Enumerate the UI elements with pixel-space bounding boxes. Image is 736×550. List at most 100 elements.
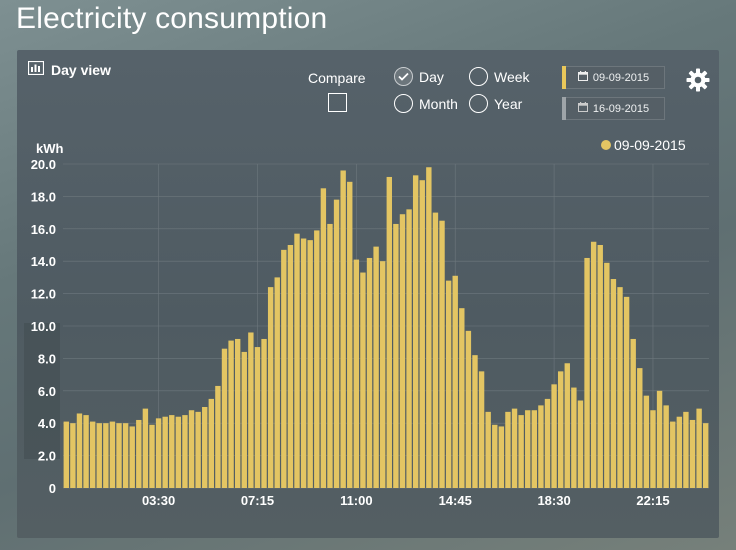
radio-circle[interactable]	[469, 94, 488, 113]
bar	[590, 241, 597, 488]
bar	[373, 246, 379, 488]
bar	[670, 421, 676, 488]
bar	[294, 233, 300, 488]
bar	[478, 371, 485, 488]
view-title: Day view	[51, 61, 111, 78]
bar	[169, 415, 175, 488]
x-axis-ticks: 03:30 07:15 11:00 14:45 18:30 22:15	[142, 493, 670, 508]
bar	[544, 398, 551, 488]
bar	[142, 408, 149, 488]
bar	[604, 262, 610, 488]
bar	[320, 188, 327, 489]
y-axis-shade	[24, 323, 60, 459]
bar	[182, 415, 188, 488]
y-tick-label: 6.0	[38, 384, 56, 399]
bar	[234, 338, 241, 488]
radio-year-label: Year	[494, 95, 523, 112]
check-icon	[398, 72, 409, 81]
radio-year[interactable]: Year	[469, 94, 522, 113]
bar	[274, 277, 280, 488]
y-tick-label: 8.0	[38, 351, 56, 366]
compare-checkbox[interactable]	[328, 93, 347, 112]
bar	[551, 384, 557, 488]
y-tick-label: 12.0	[31, 287, 56, 302]
bar	[109, 421, 116, 488]
y-tick-label: 0	[49, 481, 56, 496]
bar	[129, 426, 135, 488]
bar	[538, 405, 544, 488]
y-tick-label: 16.0	[31, 222, 56, 237]
bar	[314, 230, 320, 489]
bar	[683, 411, 689, 488]
bar	[63, 421, 69, 488]
radio-circle[interactable]	[394, 94, 413, 113]
y-tick-label: 20.0	[31, 157, 56, 172]
panel-header: Day view	[27, 60, 111, 78]
radio-month-label: Month	[419, 95, 458, 112]
bar	[116, 423, 122, 488]
date-accent-bar	[562, 97, 566, 120]
bar	[254, 347, 261, 488]
bar	[531, 410, 538, 488]
bar	[103, 423, 109, 488]
bar	[637, 368, 643, 488]
bar	[195, 411, 201, 488]
radio-day[interactable]: Day	[394, 67, 444, 86]
bar	[696, 408, 702, 488]
bar	[76, 413, 83, 488]
bar	[465, 330, 472, 488]
calendar-icon	[577, 71, 588, 84]
bar	[689, 419, 696, 488]
bar	[202, 407, 208, 488]
bar	[426, 167, 432, 488]
radio-week[interactable]: Week	[469, 67, 530, 86]
x-tick-label: 22:15	[636, 493, 669, 508]
page-title: Electricity consumption	[16, 2, 328, 35]
x-tick-label: 03:30	[142, 493, 175, 508]
bar	[386, 176, 392, 488]
bar	[70, 423, 76, 488]
date-button-compare[interactable]: 16-09-2015	[562, 97, 665, 120]
x-tick-label: 14:45	[439, 493, 472, 508]
date-primary-label: 09-09-2015	[592, 71, 650, 84]
bar	[267, 287, 274, 488]
bar	[175, 416, 182, 488]
bar	[432, 212, 439, 488]
radio-month[interactable]: Month	[394, 94, 458, 113]
bar	[663, 405, 669, 488]
compare-label: Compare	[308, 70, 366, 86]
bar-chart-icon	[27, 60, 45, 78]
bar	[419, 180, 425, 488]
radio-circle[interactable]	[394, 67, 413, 86]
bar	[518, 415, 524, 488]
bar	[452, 275, 458, 488]
date-compare-label: 16-09-2015	[592, 102, 650, 115]
bar	[307, 240, 313, 488]
gear-icon[interactable]	[686, 68, 710, 97]
bar	[643, 395, 650, 488]
x-tick-label: 18:30	[537, 493, 570, 508]
y-tick-label: 18.0	[31, 189, 56, 204]
bar	[557, 371, 564, 488]
bar	[393, 223, 399, 488]
y-tick-label: 10.0	[31, 319, 56, 334]
bar	[564, 363, 570, 488]
bar	[208, 398, 215, 488]
bar	[340, 170, 346, 488]
bar	[439, 220, 445, 488]
date-button-primary[interactable]: 09-09-2015	[562, 66, 665, 89]
radio-week-label: Week	[494, 68, 530, 85]
bar	[96, 423, 102, 488]
bar	[215, 385, 221, 488]
bar	[412, 175, 419, 488]
bar	[676, 416, 683, 488]
radio-circle[interactable]	[469, 67, 488, 86]
bar	[703, 423, 709, 488]
date-accent-bar	[562, 66, 566, 89]
bar	[83, 415, 89, 488]
y-tick-label: 4.0	[38, 416, 56, 431]
bar	[162, 416, 168, 488]
bar	[221, 348, 228, 488]
y-axis-label: kWh	[36, 141, 64, 156]
bar	[617, 287, 623, 488]
